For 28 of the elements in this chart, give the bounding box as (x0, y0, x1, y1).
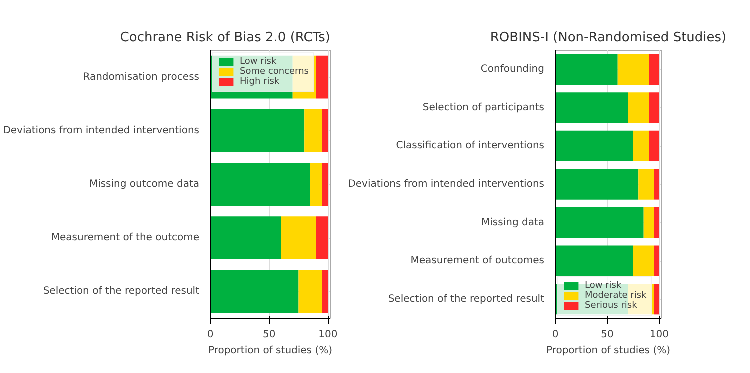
x-axis-title: Proportion of studies (%) (208, 346, 333, 356)
legend-label: Low risk (585, 281, 622, 291)
y-tick-label: Deviations from intended interventions (348, 179, 545, 190)
legend-label: Moderate risk (585, 291, 647, 301)
y-tick-label: Missing outcome data (89, 179, 200, 190)
x-axis-title: Proportion of studies (%) (546, 346, 671, 356)
chart-title: ROBINS-I (Non-Randomised Studies) (490, 30, 727, 46)
y-tick-label: Selection of the reported result (388, 294, 545, 305)
x-tick-label: 0 (552, 330, 559, 340)
y-tick-label: Deviations from intended interventions (3, 125, 200, 136)
y-tick-label: Randomisation process (83, 72, 200, 83)
legend-label: Some concerns (240, 67, 309, 77)
legend-label: Low risk (240, 57, 277, 67)
legend-label: High risk (240, 77, 280, 87)
x-tick-label: 100 (318, 330, 338, 340)
y-tick-label: Measurement of the outcome (51, 232, 200, 244)
y-tick-label: Classification of interventions (396, 140, 545, 152)
x-tick-label: 100 (650, 330, 669, 340)
y-tick-label: Confounding (480, 64, 545, 76)
y-tick-label: Missing data (482, 217, 545, 228)
y-tick-label: Measurement of outcomes (410, 256, 545, 267)
x-tick-label: 50 (262, 330, 276, 340)
legend-label: Serious risk (585, 301, 638, 311)
y-tick-label: Selection of the reported result (43, 286, 200, 298)
y-tick-label: Selection of participants (422, 102, 545, 114)
x-tick-label: 0 (207, 330, 214, 340)
x-tick-label: 50 (601, 330, 614, 340)
chart-title: Cochrane Risk of Bias 2.0 (RCTs) (120, 30, 331, 46)
